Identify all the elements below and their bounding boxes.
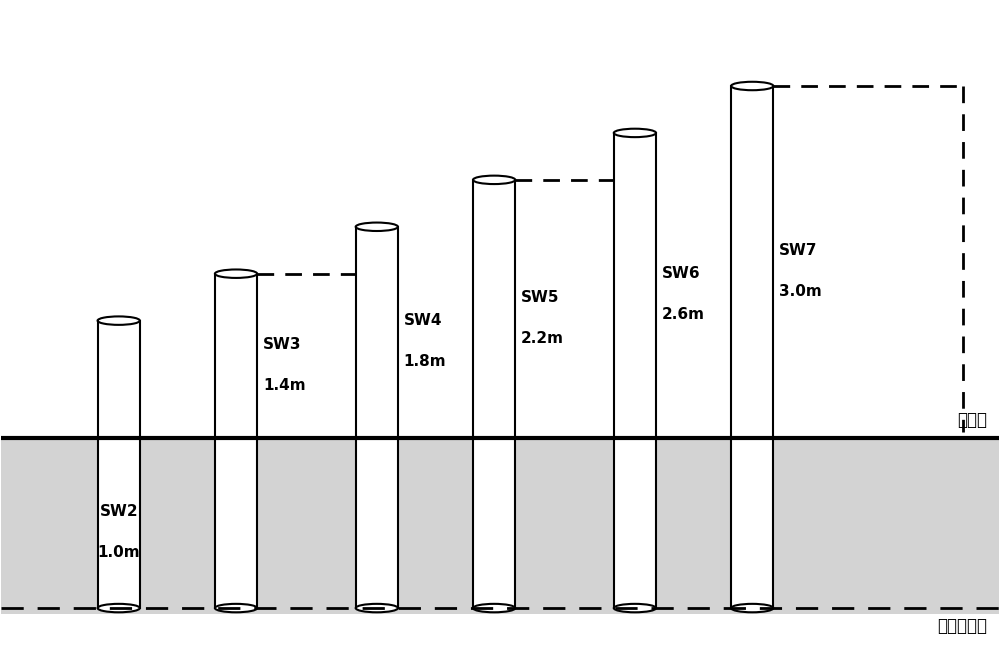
Ellipse shape <box>614 604 656 613</box>
Text: 地表面: 地表面 <box>957 411 987 428</box>
Bar <box>215 274 257 608</box>
Bar <box>614 133 656 608</box>
Ellipse shape <box>356 604 398 613</box>
Ellipse shape <box>98 604 140 613</box>
Ellipse shape <box>731 82 773 90</box>
Text: SW3: SW3 <box>263 336 302 351</box>
Ellipse shape <box>473 604 515 613</box>
Text: 1.4m: 1.4m <box>263 377 306 392</box>
Ellipse shape <box>473 176 515 184</box>
Text: SW4: SW4 <box>404 313 442 328</box>
Bar <box>731 86 773 608</box>
Text: 2.6m: 2.6m <box>662 308 705 323</box>
Text: SW5: SW5 <box>521 290 560 305</box>
Text: SW6: SW6 <box>662 266 701 281</box>
Text: 1.8m: 1.8m <box>404 354 446 369</box>
Bar <box>98 321 140 608</box>
Ellipse shape <box>215 604 257 613</box>
Text: 地下水位线: 地下水位线 <box>937 618 987 635</box>
Text: SW2: SW2 <box>99 503 138 518</box>
Bar <box>473 180 515 608</box>
Ellipse shape <box>215 270 257 278</box>
Bar <box>356 227 398 608</box>
Ellipse shape <box>614 129 656 137</box>
Text: 2.2m: 2.2m <box>521 330 564 345</box>
Text: SW7: SW7 <box>779 243 818 258</box>
Bar <box>1 438 999 614</box>
Text: 3.0m: 3.0m <box>779 284 822 299</box>
Text: 1.0m: 1.0m <box>97 545 140 560</box>
Ellipse shape <box>356 223 398 231</box>
Ellipse shape <box>98 317 140 325</box>
Ellipse shape <box>731 604 773 613</box>
